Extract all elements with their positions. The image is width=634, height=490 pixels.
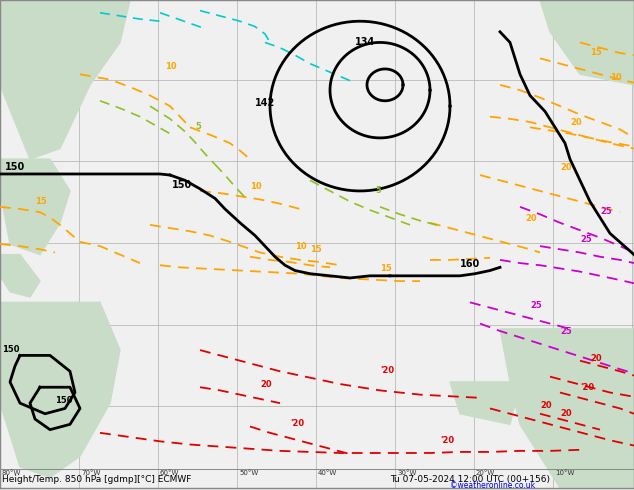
Text: 5: 5	[195, 122, 201, 131]
Text: 10°W: 10°W	[555, 470, 574, 476]
Text: 70°W: 70°W	[81, 470, 100, 476]
Text: 150: 150	[172, 180, 192, 190]
Polygon shape	[540, 0, 634, 85]
Text: Tu 07-05-2024 12:00 UTC (00+156): Tu 07-05-2024 12:00 UTC (00+156)	[390, 475, 550, 484]
Text: 142: 142	[255, 98, 275, 108]
Text: 20: 20	[260, 380, 271, 389]
Text: 20: 20	[570, 118, 581, 127]
Text: 15: 15	[35, 196, 47, 206]
Text: Height/Temp. 850 hPa [gdmp][°C] ECMWF: Height/Temp. 850 hPa [gdmp][°C] ECMWF	[2, 475, 191, 484]
Text: 10: 10	[610, 73, 621, 81]
Polygon shape	[0, 302, 120, 477]
Text: 160: 160	[460, 259, 480, 270]
Text: 150: 150	[5, 162, 25, 172]
Polygon shape	[500, 329, 634, 488]
Text: '20: '20	[380, 367, 394, 375]
Text: 150: 150	[2, 345, 20, 354]
Text: 20: 20	[590, 354, 602, 363]
Polygon shape	[0, 0, 130, 159]
Polygon shape	[580, 0, 634, 21]
Text: 20: 20	[525, 214, 536, 222]
Polygon shape	[0, 255, 40, 297]
Text: 40°W: 40°W	[318, 470, 337, 476]
Text: 10: 10	[250, 182, 262, 191]
Text: 25: 25	[530, 301, 541, 310]
Text: 20: 20	[560, 163, 572, 172]
Text: 15: 15	[380, 264, 392, 272]
Text: 15: 15	[590, 48, 602, 57]
Text: 60°W: 60°W	[160, 470, 179, 476]
Text: 5: 5	[375, 186, 381, 195]
Text: 50°W: 50°W	[239, 470, 258, 476]
Text: 15: 15	[310, 245, 321, 254]
Text: 20°W: 20°W	[476, 470, 495, 476]
Text: 80°W: 80°W	[2, 470, 22, 476]
Text: 134: 134	[355, 37, 375, 47]
Text: 25: 25	[600, 207, 612, 216]
Text: 150: 150	[55, 396, 72, 405]
Polygon shape	[450, 382, 520, 424]
Text: 25: 25	[580, 235, 592, 244]
Text: '20: '20	[440, 437, 454, 445]
Text: 20: 20	[560, 409, 572, 418]
Text: 10: 10	[295, 242, 307, 251]
Text: '20: '20	[580, 383, 594, 392]
Text: 20: 20	[540, 401, 552, 411]
Text: 10: 10	[165, 62, 177, 71]
Text: '20: '20	[290, 419, 304, 428]
Text: 30°W: 30°W	[397, 470, 417, 476]
Text: 25: 25	[560, 327, 572, 336]
Polygon shape	[0, 159, 70, 255]
Text: ©weatheronline.co.uk: ©weatheronline.co.uk	[450, 481, 535, 490]
